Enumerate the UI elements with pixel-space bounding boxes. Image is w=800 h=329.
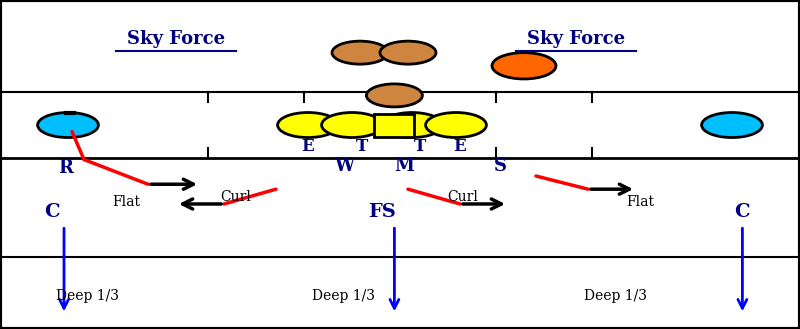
Circle shape (366, 84, 422, 107)
Circle shape (380, 41, 436, 64)
Bar (374, 114, 414, 137)
Text: Deep 1/3: Deep 1/3 (313, 289, 375, 303)
Circle shape (702, 113, 762, 138)
Text: E: E (454, 138, 466, 155)
Text: S: S (494, 157, 506, 175)
Text: T: T (414, 138, 426, 155)
Text: W: W (334, 157, 354, 175)
Text: Flat: Flat (112, 195, 141, 209)
Text: C: C (44, 203, 60, 221)
Text: M: M (394, 157, 414, 175)
Circle shape (322, 113, 382, 138)
Circle shape (38, 113, 98, 138)
Text: Deep 1/3: Deep 1/3 (57, 289, 119, 303)
Circle shape (426, 113, 486, 138)
Text: R: R (58, 159, 73, 177)
Text: E: E (302, 138, 314, 155)
Text: Sky Force: Sky Force (127, 31, 225, 48)
Text: FS: FS (369, 203, 396, 221)
Text: T: T (355, 138, 368, 155)
Circle shape (332, 41, 388, 64)
Circle shape (278, 113, 338, 138)
Text: Curl: Curl (221, 190, 251, 204)
Circle shape (382, 113, 442, 138)
Text: Sky Force: Sky Force (527, 31, 625, 48)
Circle shape (492, 53, 556, 79)
Text: C: C (734, 203, 750, 221)
Text: Curl: Curl (447, 190, 478, 204)
Text: Flat: Flat (626, 195, 654, 209)
Text: Deep 1/3: Deep 1/3 (585, 289, 647, 303)
